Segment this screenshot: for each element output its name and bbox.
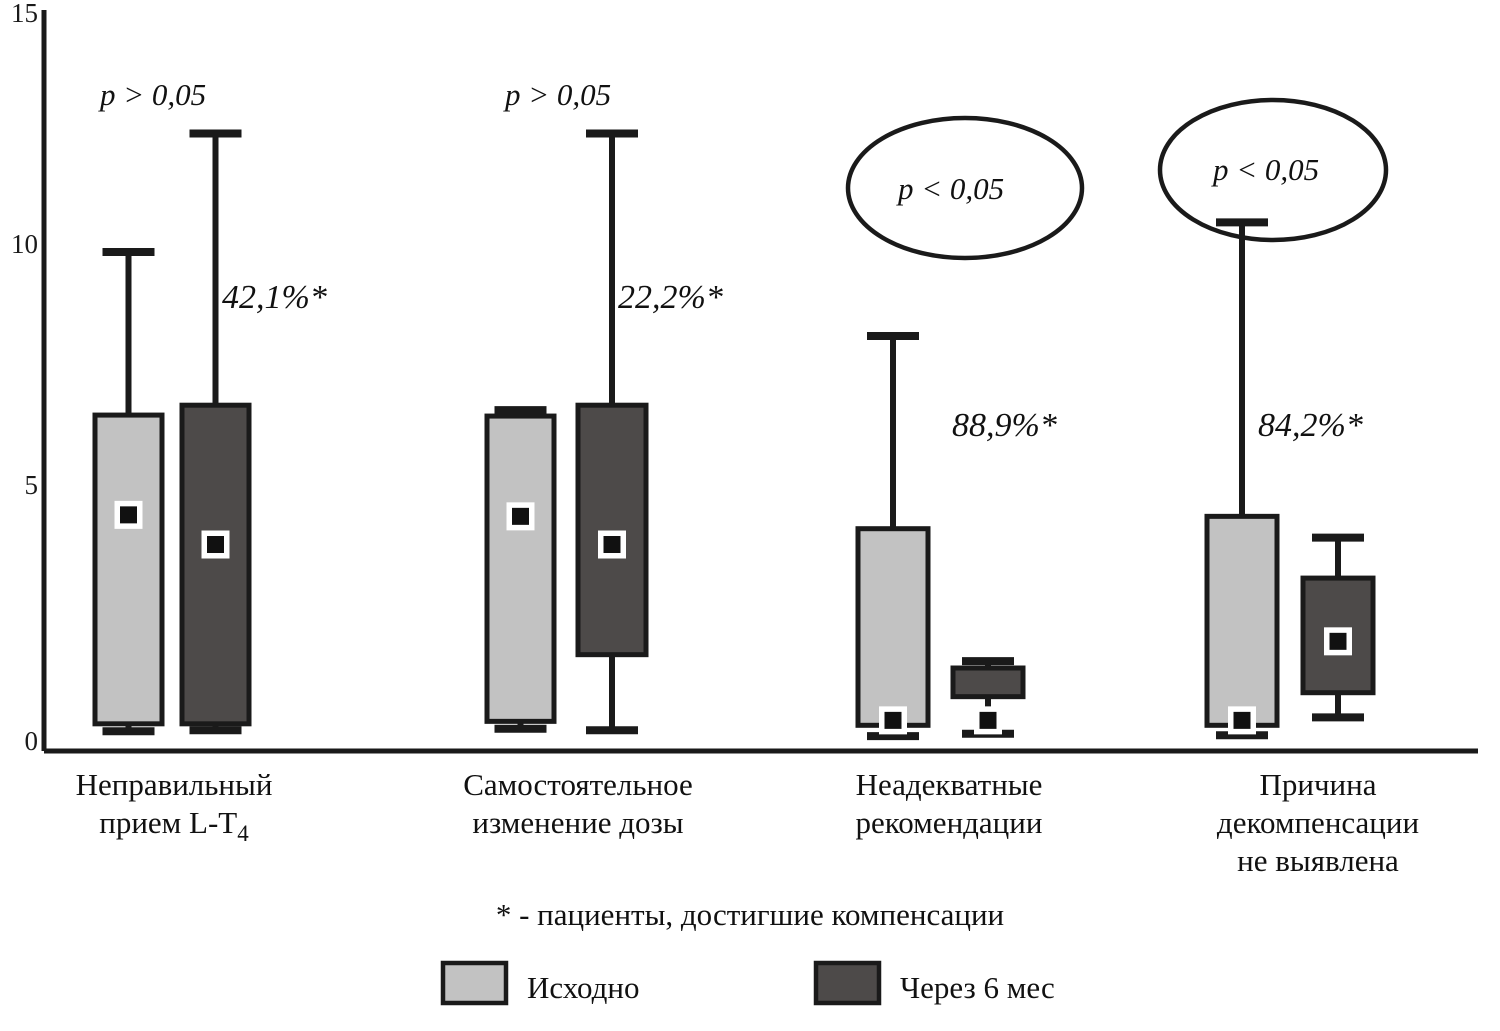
category-label-3-line2: рекомендации [856,805,1043,840]
category-label-2-line2: изменение дозы [472,805,683,840]
box-rect [1204,513,1280,728]
median-marker [979,711,997,729]
percentage-labels: 42,1%* 22,2%* 88,9%* 84,2%* [222,279,1363,444]
box-rect [575,402,649,658]
median-marker [1233,711,1251,729]
pvalue-ellipse-group4 [1157,97,1389,243]
y-tick-15: 15 [11,0,38,28]
pvalue-label-group2: p > 0,05 [503,77,611,112]
category-label-3-line1: Неадекватные [856,767,1043,802]
category-label-2-line1: Самостоятельное [463,767,693,802]
y-tick-labels: 15 10 5 0 [11,0,38,756]
legend-label-baseline: Исходно [527,970,640,1005]
box-rect [950,665,1026,700]
category-label-4-line1: Причина [1259,767,1376,802]
median-marker [1329,632,1347,650]
category-labels: Неправильный прием L-T4 Самостоятельное … [76,767,1420,878]
box-plots-layer [92,129,1376,741]
boxplot-baseline-group4 [1204,218,1280,740]
median-marker [120,506,137,524]
boxplot-baseline-group1 [92,248,165,736]
y-tick-0: 0 [25,726,39,756]
category-label-1-line1: Неправильный [76,767,273,802]
boxplot-followup-group2 [575,129,649,735]
pvalue-label-group1: p > 0,05 [98,77,206,112]
legend-label-followup: Через 6 мес [900,970,1055,1005]
footnote-text: * - пациенты, достигшие компенсации [496,897,1004,932]
pvalue-label-group4: p < 0,05 [1211,152,1319,187]
category-label-1-line2: прием L-T4 [99,805,249,846]
pvalue-ellipse-group3 [845,115,1085,261]
boxplot-followup-group1 [179,129,252,735]
y-tick-10: 10 [11,229,38,259]
pvalue-label-group3: p < 0,05 [896,171,1004,206]
box-rect [484,413,557,724]
boxplot-followup-group3 [950,657,1026,738]
median-marker [207,536,224,554]
pvalue-labels: p > 0,05 p > 0,05 p < 0,05 p < 0,05 [98,77,1319,206]
footnote: * - пациенты, достигшие компенсации [496,897,1004,932]
percent-label-group3: 88,9%* [952,407,1057,444]
percent-label-group1: 42,1%* [222,279,327,316]
legend-swatch-baseline [440,960,509,1006]
median-marker [884,711,902,729]
y-tick-5: 5 [25,470,39,500]
box-rect [855,526,931,728]
boxplot-baseline-group2 [484,406,557,733]
boxplot-followup-group4 [1300,533,1376,722]
median-marker [603,536,621,554]
category-label-4-line3: не выявлена [1237,843,1399,878]
box-rect [92,412,165,727]
median-marker [512,507,529,525]
boxplot-baseline-group3 [855,332,931,741]
percent-label-group4: 84,2%* [1258,407,1363,444]
axes [41,10,1478,754]
box-rect [179,402,252,727]
pvalue-ellipses [845,97,1389,261]
percent-label-group2: 22,2%* [618,279,723,316]
legend: Исходно Через 6 мес [440,960,1055,1006]
legend-swatch-followup [813,960,882,1006]
category-label-4-line2: декомпенсации [1217,805,1419,840]
